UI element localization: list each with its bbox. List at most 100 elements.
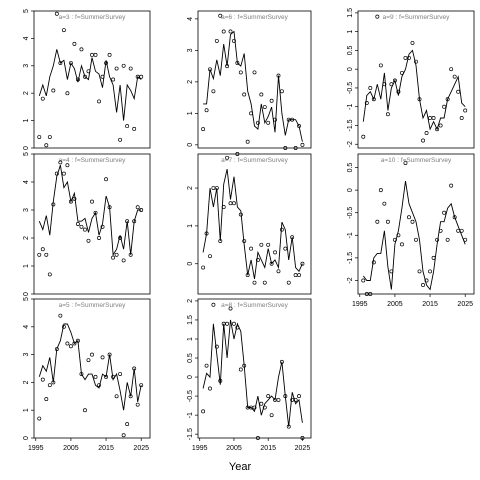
y-tick-label: 1 — [23, 119, 30, 123]
data-point — [403, 55, 408, 60]
data-point — [135, 205, 140, 210]
data-point — [68, 344, 73, 349]
data-point — [208, 67, 212, 72]
y-tick-label: 2 — [187, 80, 194, 84]
data-point — [79, 372, 84, 377]
data-point — [242, 92, 247, 97]
data-point — [132, 126, 137, 131]
data-point — [111, 255, 116, 260]
x-tick-label: 1995 — [28, 445, 44, 452]
data-point — [132, 366, 137, 371]
panel-2: a=4 : f=SummerSurvey 0 1 2 3 4 5 — [23, 152, 151, 296]
data-point — [61, 28, 66, 33]
data-point — [47, 383, 52, 388]
data-point — [283, 146, 288, 150]
data-point — [297, 394, 301, 399]
data-point — [392, 237, 397, 242]
data-point — [371, 97, 376, 102]
data-point — [232, 201, 236, 206]
data-point — [93, 52, 98, 57]
data-point — [37, 135, 42, 139]
data-point — [118, 236, 123, 240]
data-point — [125, 422, 130, 427]
data-point — [442, 210, 447, 215]
data-point — [218, 13, 223, 18]
data-point — [204, 363, 209, 368]
data-point — [65, 91, 70, 96]
data-point — [421, 283, 425, 287]
y-tick-label: 0 — [347, 188, 354, 192]
data-point — [449, 183, 454, 188]
y-tick-label: 5 — [23, 297, 30, 301]
panel-title: a=4 : f=SummerSurvey — [59, 157, 127, 164]
data-point — [54, 171, 59, 176]
y-tick-label: 1 — [23, 408, 30, 412]
data-point — [61, 171, 66, 176]
data-point — [385, 219, 390, 224]
data-point — [201, 127, 206, 132]
x-tick-label: 2005 — [63, 445, 79, 452]
data-point — [104, 374, 109, 379]
panel-title: a=9 : f=SummerSurvey — [383, 14, 451, 21]
y-tick-label: -0.5 — [187, 390, 194, 402]
data-point — [361, 278, 366, 283]
y-tick-label: 1 — [187, 337, 194, 341]
data-point — [266, 120, 271, 125]
panel-6: a=8 : f=SummerSurvey -1.5 -1 -0.5 0 0.5 1 1.5 2 1… — [187, 298, 312, 452]
data-point — [121, 63, 126, 68]
data-point — [389, 269, 394, 274]
data-point — [40, 377, 45, 382]
panel-frame — [357, 153, 475, 295]
data-point — [75, 338, 80, 343]
data-point — [273, 117, 277, 122]
data-point — [104, 61, 109, 66]
series-line — [38, 49, 142, 121]
y-tick-label: 4 — [23, 180, 30, 184]
data-point — [221, 29, 226, 34]
data-point — [449, 67, 454, 72]
data-point — [417, 97, 422, 102]
data-point — [93, 374, 98, 379]
data-point — [242, 363, 247, 368]
x-tick-label: 1995 — [192, 445, 208, 452]
panel-4: a=6 : f=SummerSurvey 0 1 2 3 4 — [187, 10, 312, 150]
data-point — [228, 306, 233, 311]
x-tick-label: 2005 — [387, 301, 403, 308]
data-point — [72, 41, 77, 46]
y-tick-label: 1 — [187, 224, 194, 228]
data-point — [97, 99, 101, 104]
panel-frame — [197, 153, 312, 295]
data-point — [118, 372, 123, 377]
y-tick-label: -1 — [347, 103, 354, 109]
data-point — [114, 252, 119, 257]
y-tick-label: 0 — [187, 143, 194, 147]
data-point — [273, 250, 277, 255]
data-point — [269, 413, 274, 418]
data-point — [463, 108, 468, 113]
data-point — [283, 394, 288, 399]
data-point — [399, 70, 404, 75]
x-tick-label: 2025 — [133, 445, 149, 452]
data-point — [211, 186, 216, 191]
data-point — [375, 219, 380, 224]
x-tick-label: 2025 — [295, 445, 311, 452]
data-point — [58, 160, 63, 165]
data-point — [378, 188, 383, 193]
data-point — [139, 208, 144, 212]
data-point — [54, 347, 59, 351]
data-point — [279, 359, 284, 364]
data-point — [97, 383, 101, 388]
data-point — [262, 105, 267, 110]
data-point — [72, 196, 77, 201]
data-point — [300, 436, 305, 440]
y-tick-label: -0.5 — [347, 82, 354, 94]
y-tick-label: 2 — [187, 299, 194, 303]
data-point — [456, 89, 461, 94]
data-point — [68, 61, 73, 66]
data-point — [293, 273, 298, 278]
data-point — [259, 401, 264, 406]
data-point — [228, 29, 233, 34]
data-point — [44, 397, 49, 402]
data-point — [279, 89, 284, 94]
data-point — [463, 237, 468, 242]
